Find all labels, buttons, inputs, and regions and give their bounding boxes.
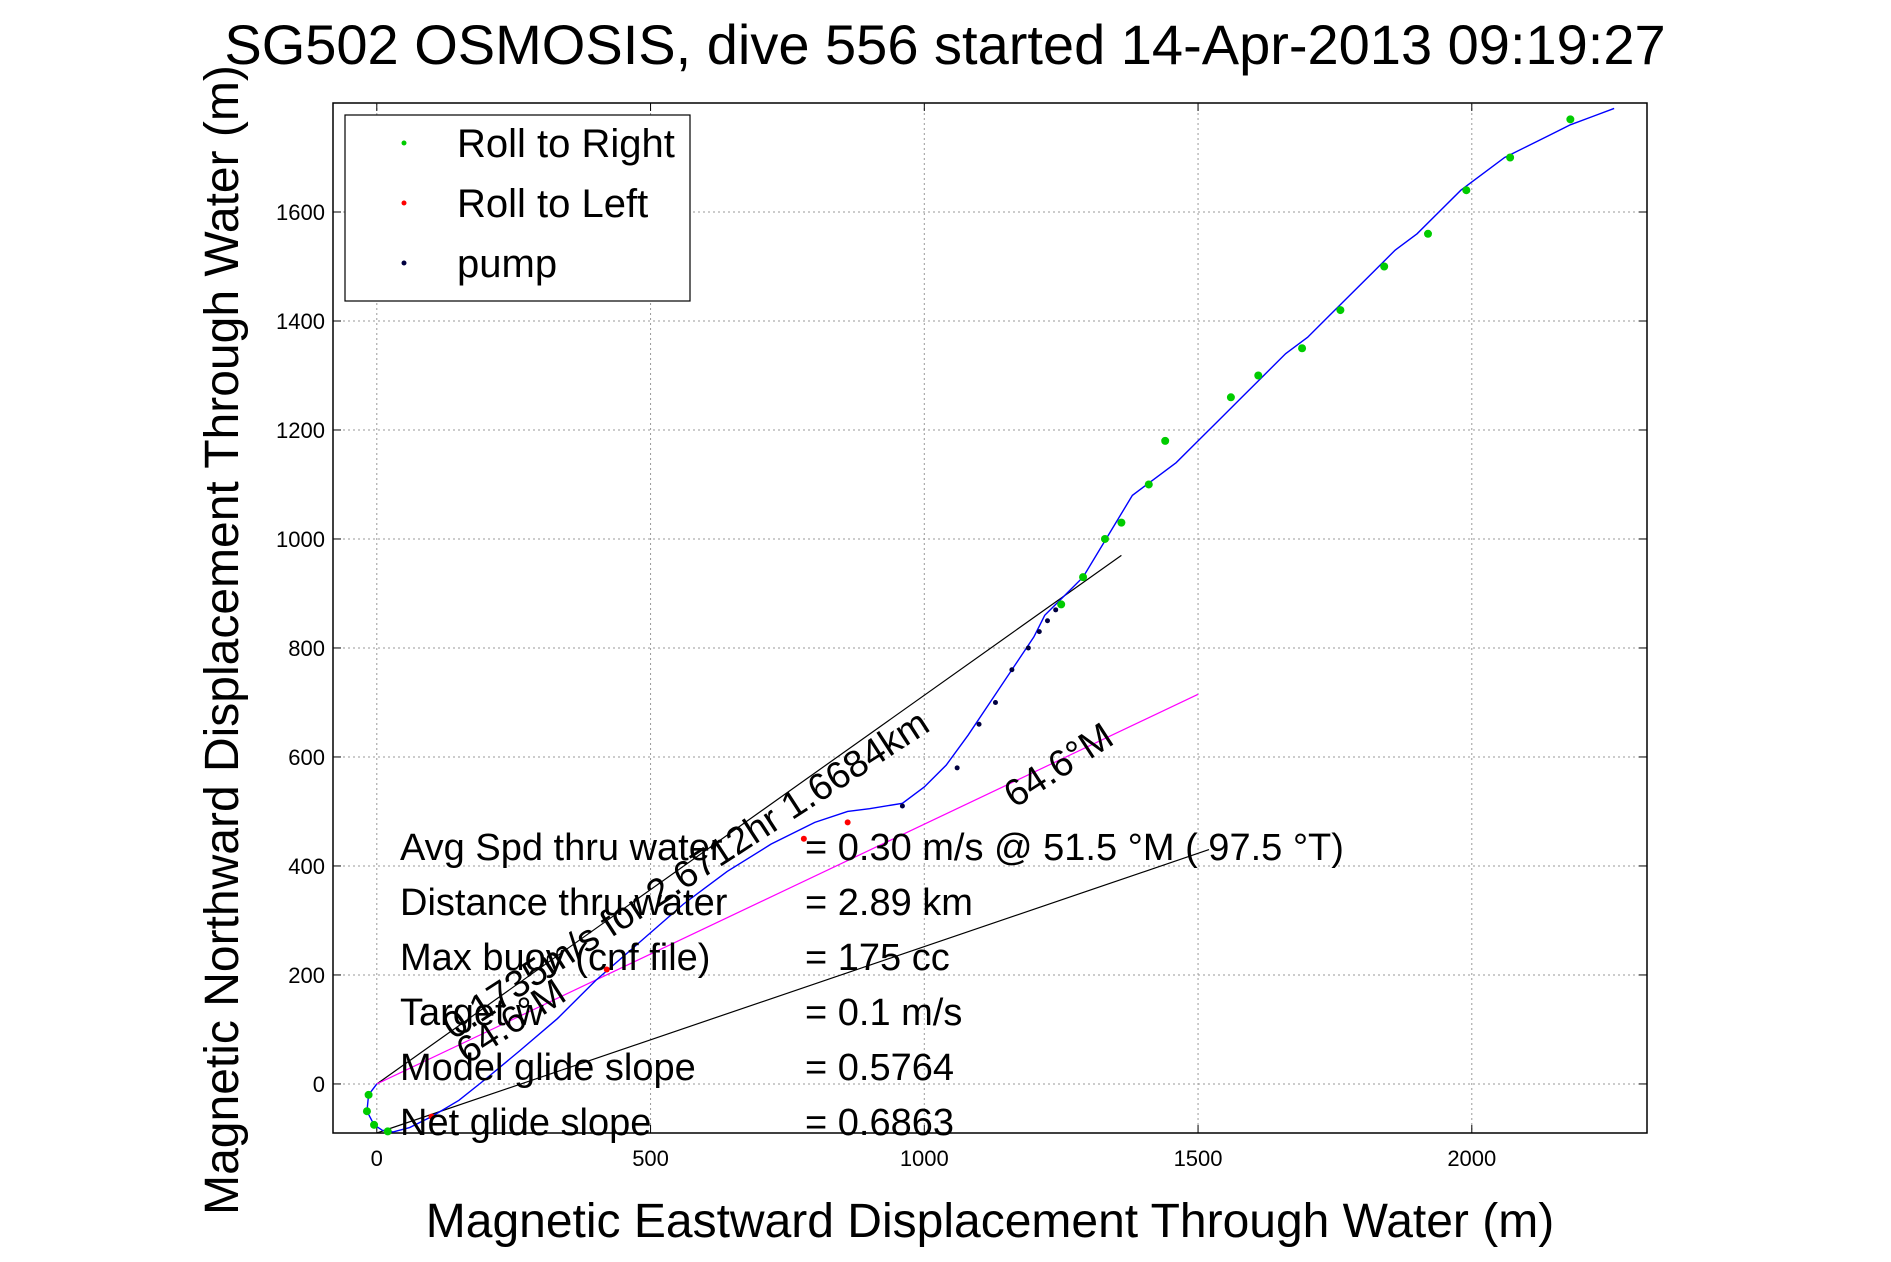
roll-right-point bbox=[383, 1127, 392, 1136]
stat-label: Max buoy (cnf file) bbox=[400, 937, 710, 979]
x-tick-label: 500 bbox=[632, 1146, 669, 1171]
track bbox=[366, 107, 1615, 1133]
x-tick-label: 2000 bbox=[1447, 1146, 1496, 1171]
reference-lines bbox=[376, 554, 1210, 1134]
pump-point bbox=[899, 803, 905, 809]
stat-value: = 0.5764 bbox=[805, 1047, 954, 1089]
ticks: 0 500 1000 1500 2000 0 200 400 600 800 1000 1200 140… bbox=[276, 103, 1647, 1171]
roll-right-point bbox=[1144, 480, 1153, 489]
roll-left-point bbox=[800, 835, 807, 842]
legend-marker bbox=[401, 260, 407, 266]
stat-value: = 0.6863 bbox=[805, 1102, 954, 1144]
chart-title: SG502 OSMOSIS, dive 556 started 14-Apr-2… bbox=[224, 13, 1665, 76]
heading-line-magenta bbox=[376, 693, 1199, 1085]
stat-value: = 0.1 m/s bbox=[805, 992, 962, 1034]
pump-point bbox=[992, 699, 998, 705]
roll-left-point bbox=[844, 819, 851, 826]
legend: Roll to Right Roll to Left pump bbox=[344, 114, 691, 302]
roll-right-point bbox=[1336, 306, 1345, 315]
roll-right-point bbox=[1506, 153, 1515, 162]
x-tick-label: 1500 bbox=[1174, 1146, 1223, 1171]
legend-entry: Roll to Right bbox=[457, 122, 675, 166]
roll-right-point bbox=[364, 1090, 373, 1099]
roll-left-point bbox=[428, 1113, 435, 1120]
y-tick-label: 400 bbox=[288, 854, 325, 879]
pump-point bbox=[1053, 607, 1059, 613]
stat-label: Target w bbox=[400, 992, 544, 1034]
legend-box bbox=[344, 114, 691, 302]
roll-right-point bbox=[1424, 229, 1432, 238]
y-tick-label: 800 bbox=[288, 636, 325, 661]
stat-value: = 0.30 m/s @ 51.5 °M ( 97.5 °T) bbox=[805, 827, 1344, 869]
x-tick-label: 0 bbox=[371, 1146, 383, 1171]
stats-block: Avg Spd thru water = 0.30 m/s @ 51.5 °M (… bbox=[400, 827, 1344, 1144]
y-tick-label: 1000 bbox=[276, 527, 325, 552]
roll-right-point bbox=[1161, 436, 1170, 445]
legend-marker bbox=[401, 140, 407, 146]
heading-line-lower bbox=[376, 849, 1210, 1134]
y-tick-label: 1600 bbox=[276, 200, 325, 225]
roll-left-point bbox=[603, 966, 610, 973]
y-tick-label: 200 bbox=[288, 963, 325, 988]
roll-right-point bbox=[1100, 534, 1109, 543]
stat-label: Model glide slope bbox=[400, 1047, 696, 1089]
roll-right-point bbox=[1566, 115, 1575, 124]
pump-point bbox=[1009, 667, 1015, 673]
y-axis-label: Magnetic Northward Displacement Through … bbox=[196, 65, 249, 1215]
legend-marker bbox=[401, 200, 407, 206]
roll-right-point bbox=[1298, 344, 1307, 353]
x-tick-label: 1000 bbox=[900, 1146, 949, 1171]
stat-label: Net glide slope bbox=[400, 1102, 651, 1144]
roll-right-point bbox=[1462, 186, 1471, 195]
marker-points bbox=[362, 115, 1575, 1136]
y-tick-label: 0 bbox=[313, 1072, 325, 1097]
x-axis-label: Magnetic Eastward Displacement Through W… bbox=[426, 1195, 1554, 1248]
pump-point bbox=[1036, 629, 1042, 635]
pump-point bbox=[1044, 618, 1050, 624]
y-tick-label: 600 bbox=[288, 745, 325, 770]
roll-right-point bbox=[1057, 600, 1066, 609]
roll-right-point bbox=[1254, 371, 1263, 380]
legend-entry: Roll to Left bbox=[457, 182, 648, 226]
roll-right-point bbox=[1226, 393, 1235, 402]
stat-value: = 175 cc bbox=[805, 937, 950, 979]
roll-right-point bbox=[1079, 573, 1088, 582]
stat-value: = 2.89 km bbox=[805, 882, 973, 924]
pump-point bbox=[1025, 645, 1031, 651]
pump-point bbox=[976, 721, 982, 727]
stat-label: Distance thru water bbox=[400, 882, 728, 924]
roll-right-point bbox=[362, 1107, 371, 1116]
track-line bbox=[366, 107, 1615, 1133]
legend-entry: pump bbox=[457, 242, 557, 286]
roll-right-point bbox=[1117, 518, 1126, 527]
roll-right-point bbox=[1380, 262, 1389, 271]
stat-label: Avg Spd thru water bbox=[400, 827, 723, 869]
roll-right-point bbox=[370, 1120, 379, 1129]
pump-point bbox=[954, 765, 960, 771]
current-line bbox=[376, 554, 1122, 1085]
y-tick-label: 1400 bbox=[276, 309, 325, 334]
y-tick-label: 1200 bbox=[276, 418, 325, 443]
